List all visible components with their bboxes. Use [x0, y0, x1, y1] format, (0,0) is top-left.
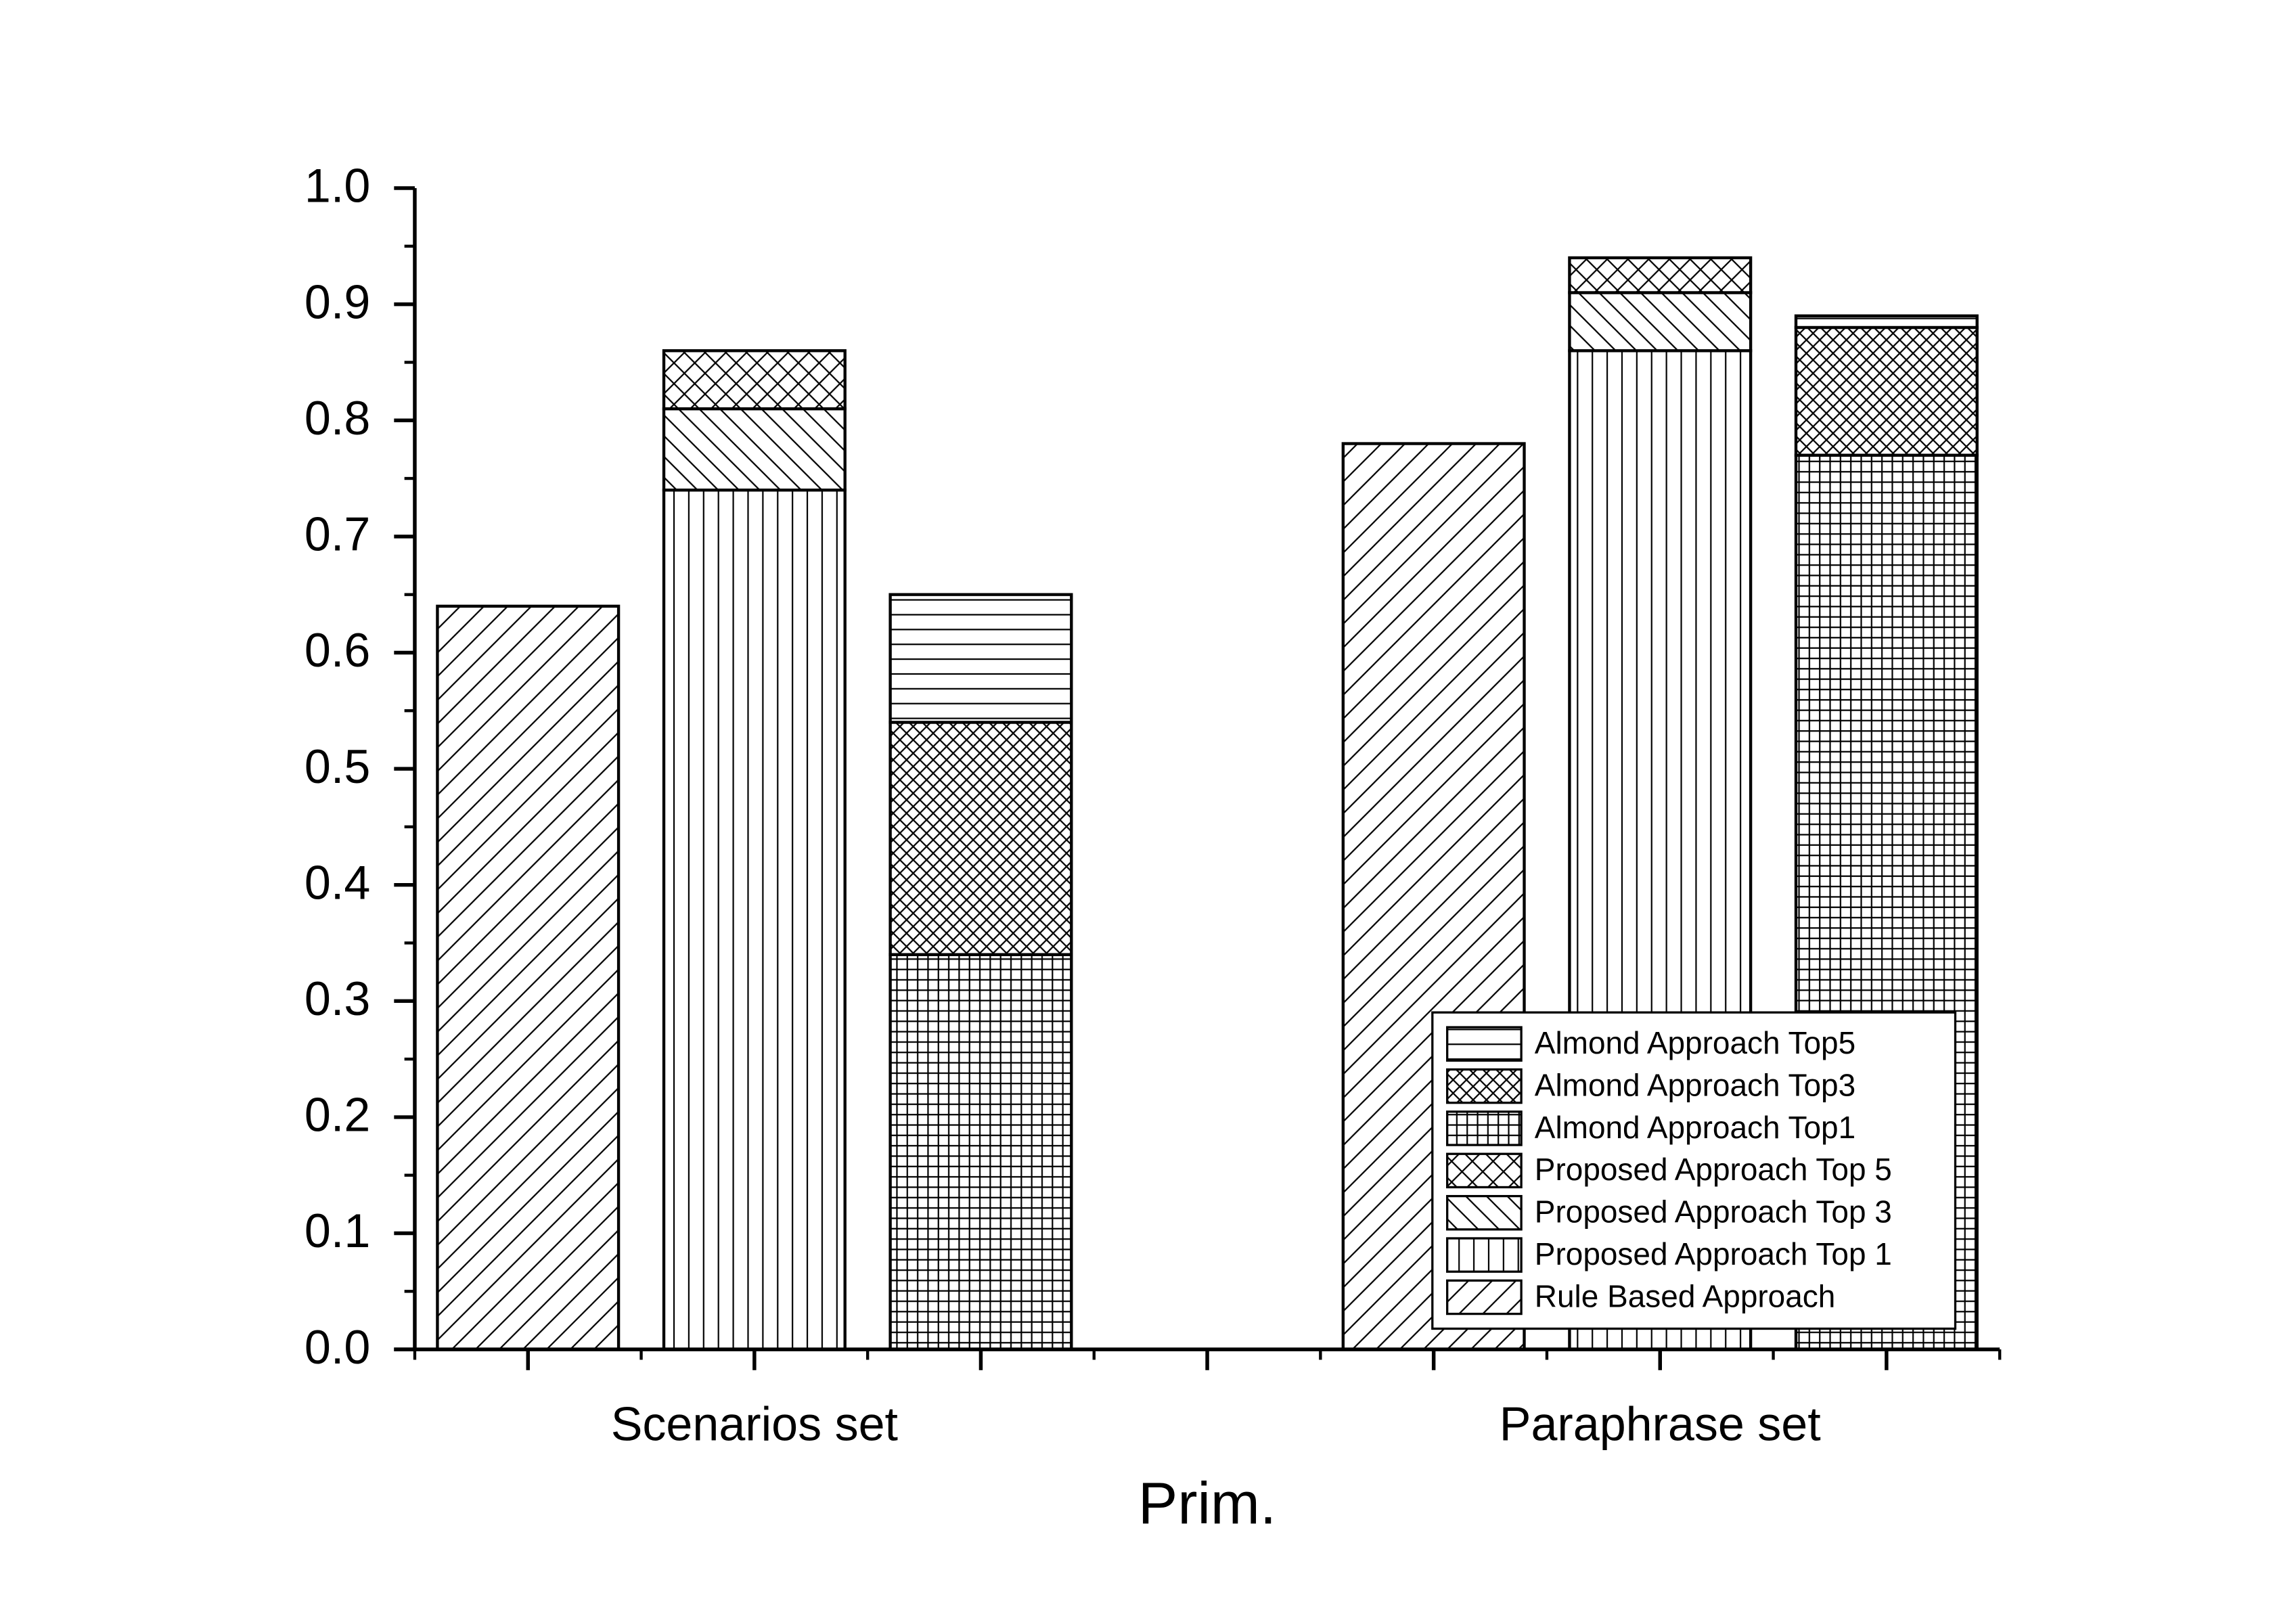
- bar-segment: [888, 953, 1073, 1351]
- legend-label: Proposed Approach Top 1: [1535, 1236, 1892, 1271]
- y-tick-label: 0.4: [305, 856, 370, 909]
- x-axis-label: Prim.: [1138, 1470, 1276, 1537]
- legend-swatch: [1446, 1194, 1523, 1231]
- legend-label: Almond Approach Top1: [1535, 1110, 1855, 1145]
- bar-segment: [1794, 325, 1979, 457]
- bar-segment: [436, 604, 621, 1351]
- legend-swatch: [1446, 1110, 1523, 1146]
- legend-label: Almond Approach Top3: [1535, 1067, 1855, 1102]
- legend-label: Proposed Approach Top 5: [1535, 1152, 1892, 1187]
- legend: Almond Approach Top5 Almond Approach Top3…: [1431, 1011, 1957, 1330]
- y-tick-label: 0.7: [305, 508, 370, 561]
- x-tick-label: Scenarios set: [611, 1398, 898, 1451]
- y-tick-label: 0.2: [305, 1089, 370, 1142]
- legend-swatch: [1446, 1152, 1523, 1189]
- y-tick-label: 0.1: [305, 1204, 370, 1257]
- y-tick-label: 0.6: [305, 624, 370, 677]
- legend-swatch: [1446, 1068, 1523, 1104]
- legend-swatch: [1446, 1026, 1523, 1062]
- y-tick-label: 0.5: [305, 740, 370, 793]
- bar-segment: [888, 593, 1073, 724]
- bar-segment: [1568, 256, 1753, 294]
- y-tick-label: 0.9: [305, 275, 370, 328]
- legend-label: Proposed Approach Top 3: [1535, 1194, 1892, 1230]
- bar-segment: [1794, 314, 1979, 330]
- bar-segment: [662, 489, 847, 1351]
- y-tick-label: 1.0: [305, 160, 370, 212]
- legend-swatch: [1446, 1279, 1523, 1315]
- x-tick-label: Paraphrase set: [1500, 1398, 1821, 1451]
- bar-segment: [662, 407, 847, 492]
- y-tick-label: 0.3: [305, 972, 370, 1025]
- y-tick-label: 0.0: [305, 1321, 370, 1374]
- legend-label: Rule Based Approach: [1535, 1278, 1836, 1313]
- bar-segment: [1568, 291, 1753, 353]
- legend-label: Almond Approach Top5: [1535, 1025, 1855, 1060]
- bar-segment: [888, 721, 1073, 956]
- legend-swatch: [1446, 1237, 1523, 1273]
- bar-segment: [662, 349, 847, 411]
- y-tick-label: 0.8: [305, 392, 370, 445]
